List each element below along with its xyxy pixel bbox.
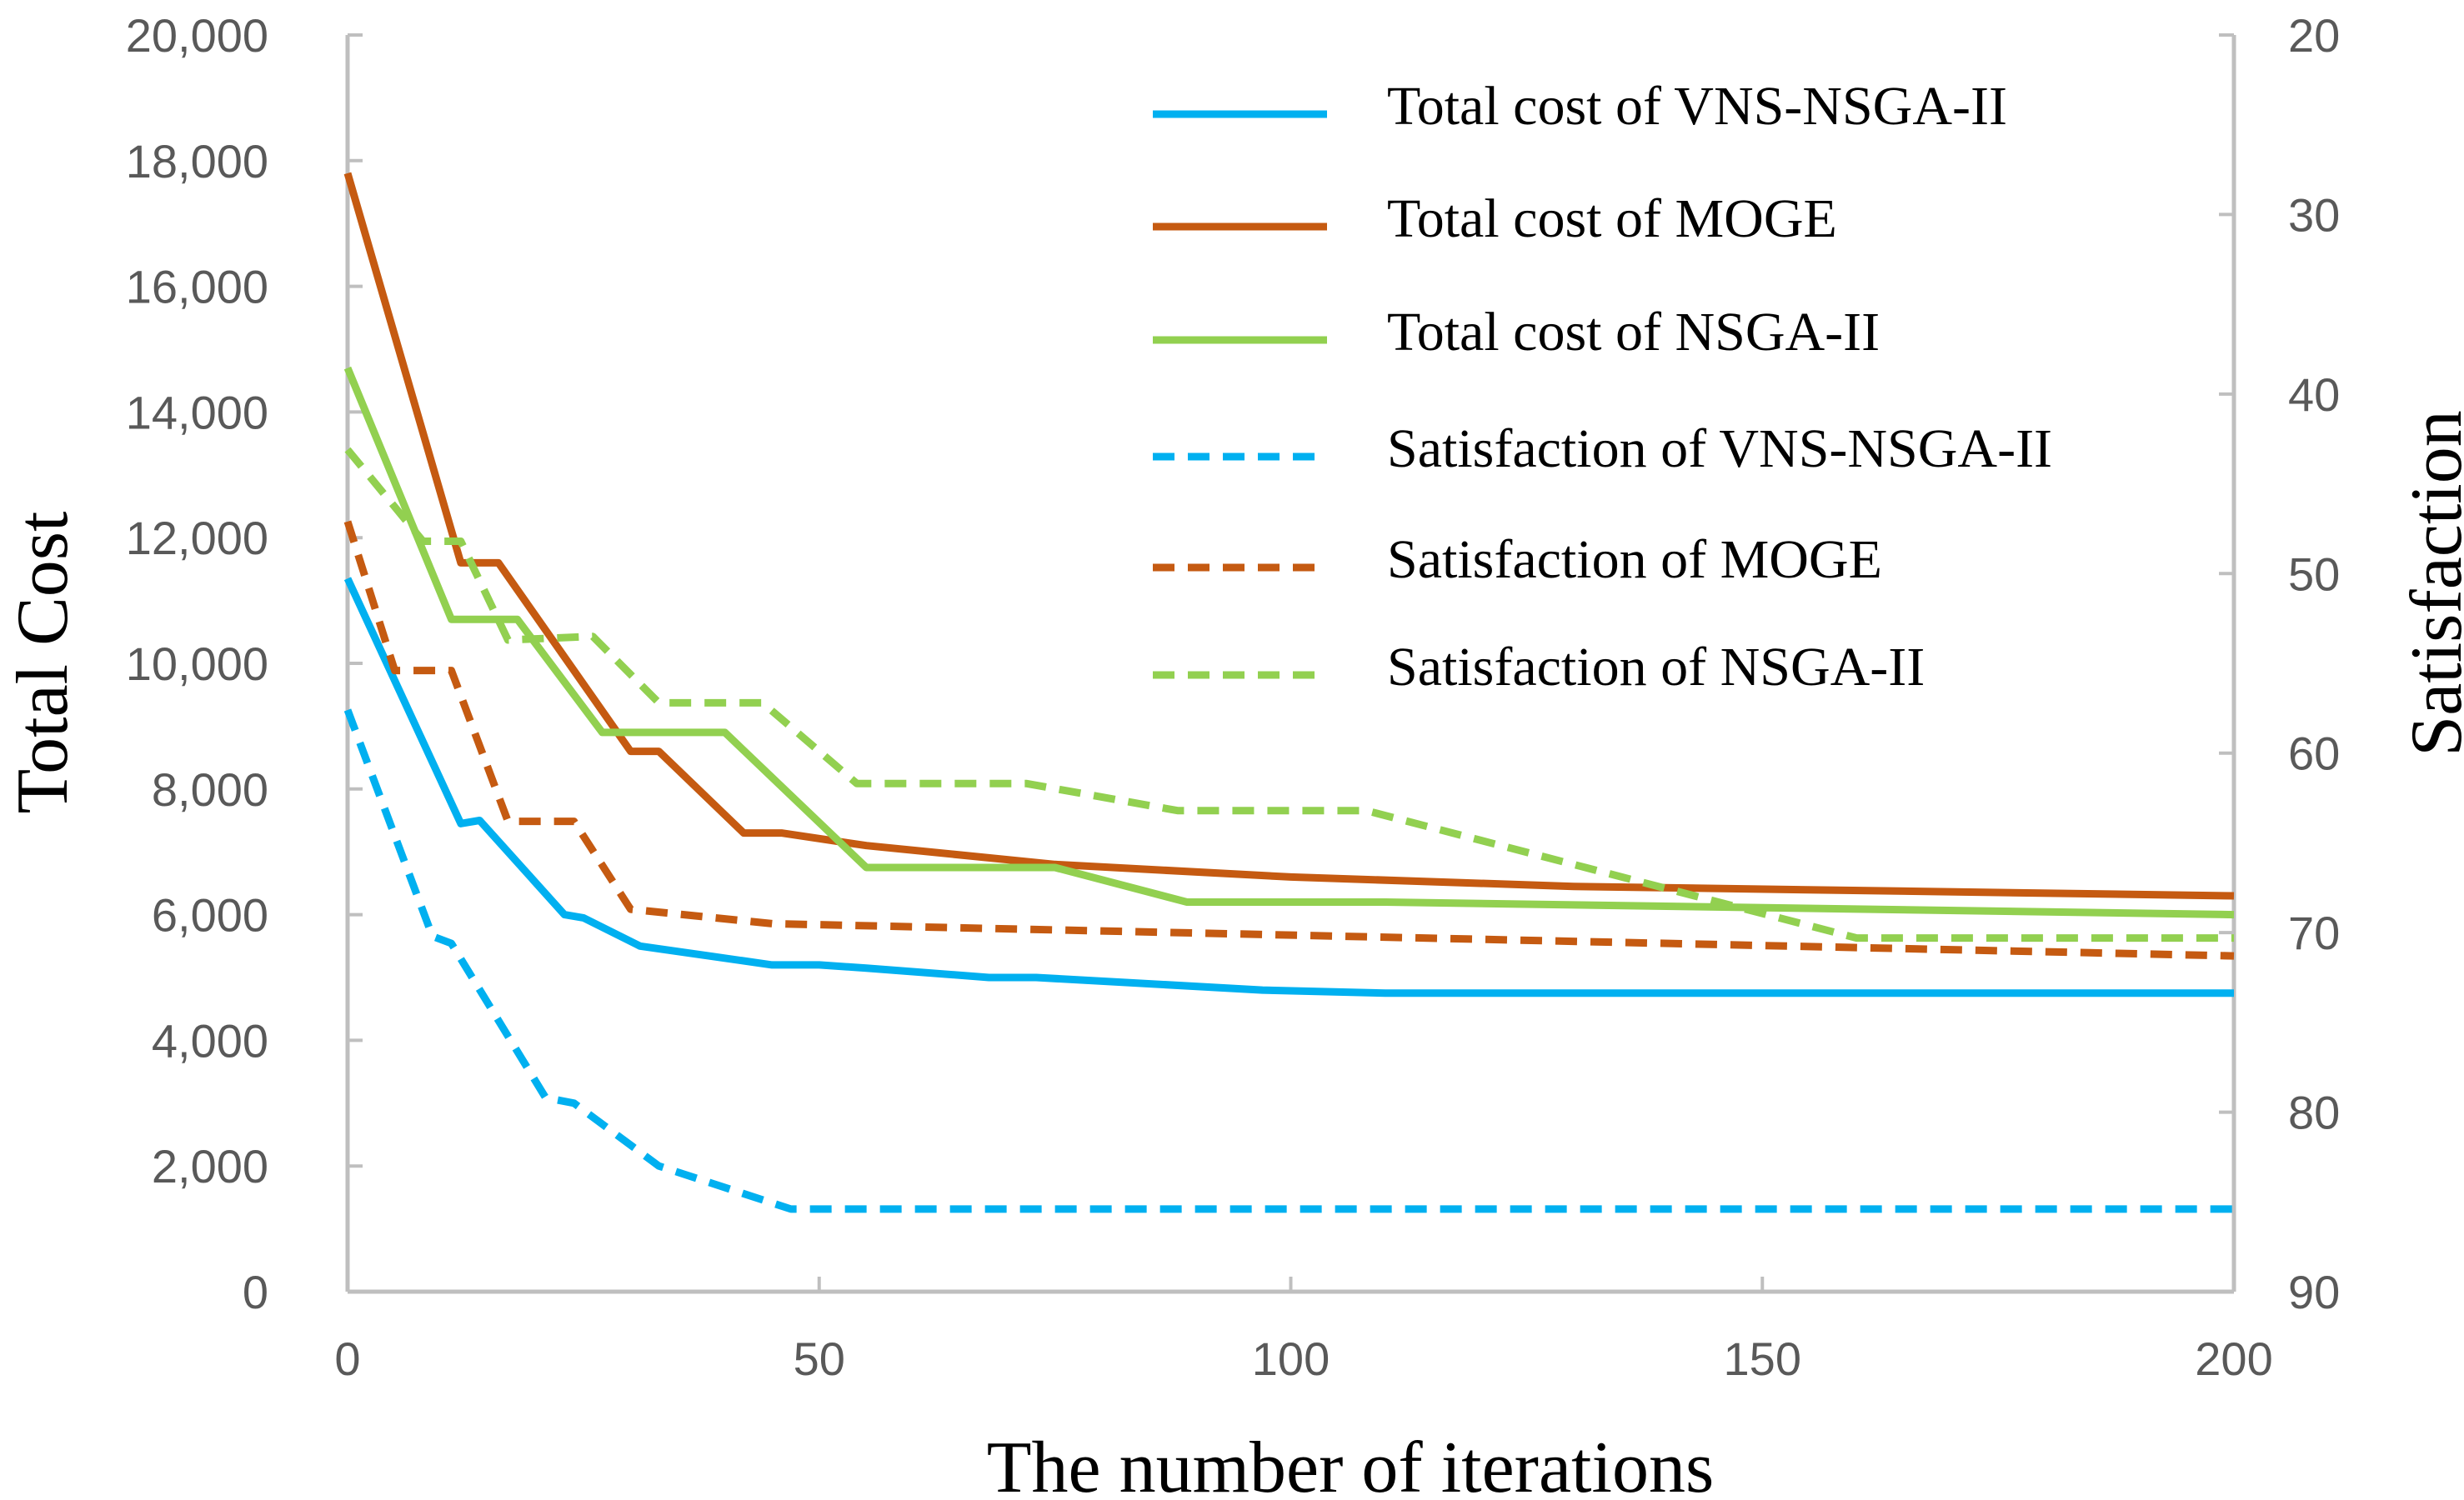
y2-tick-label: 40: [2288, 368, 2340, 421]
x-axis-title: The number of iterations: [987, 1428, 1714, 1500]
y2-tick-label: 30: [2288, 188, 2340, 241]
y-tick-label: 6,000: [152, 889, 268, 942]
y2-tick-label: 90: [2288, 1266, 2340, 1318]
legend-label: Satisfaction of NSGA-II: [1387, 637, 1925, 698]
series-lines: [343, 172, 2235, 1213]
legend-label: Total cost of VNS-NSGA-II: [1387, 76, 2007, 137]
y-axis-title: Total Cost: [3, 512, 83, 814]
axes: 0 50 100 150 200 0 2,000 4,000 6,000 8,000 10,000 1…: [126, 9, 2341, 1385]
legend-label: Satisfaction of VNS-NSGA-II: [1387, 418, 2052, 479]
y2-tick-label: 70: [2288, 907, 2340, 959]
y-tick-label: 18,000: [126, 135, 268, 188]
legend: Total cost of VNS-NSGA-II Total cost of M…: [1153, 76, 2052, 698]
y-tick-label: 20,000: [126, 9, 268, 62]
y-tick-label: 2,000: [152, 1140, 268, 1192]
y-tick-label: 4,000: [152, 1014, 268, 1067]
y2-tick-label: 80: [2288, 1087, 2340, 1139]
y-tick-label: 14,000: [126, 386, 268, 438]
y-tick-label: 10,000: [126, 638, 268, 690]
x-tick-label: 200: [2195, 1332, 2272, 1385]
y2-tick-label: 20: [2288, 9, 2340, 62]
series-line-5: [344, 447, 2234, 942]
y2-axis-title: Satisfaction: [2396, 410, 2464, 756]
y-tick-label: 0: [243, 1266, 268, 1318]
legend-label: Satisfaction of MOGE: [1387, 529, 1882, 590]
y2-tick-label: 60: [2288, 728, 2340, 780]
series-line-0: [343, 577, 2234, 998]
series-line-2: [343, 366, 2235, 919]
x-tick-label: 0: [334, 1332, 360, 1385]
y-tick-label: 12,000: [126, 512, 268, 564]
y2-tick-label: 50: [2288, 548, 2340, 600]
legend-label: Total cost of MOGE: [1387, 188, 1837, 249]
y-tick-label: 8,000: [152, 763, 268, 816]
x-tick-label: 50: [794, 1332, 845, 1385]
legend-label: Total cost of NSGA-II: [1387, 302, 1880, 362]
series-line-1: [343, 172, 2235, 900]
x-tick-label: 150: [1724, 1332, 1801, 1385]
y-tick-label: 16,000: [126, 261, 268, 313]
series-line-3: [343, 708, 2234, 1213]
x-tick-label: 100: [1252, 1332, 1330, 1385]
